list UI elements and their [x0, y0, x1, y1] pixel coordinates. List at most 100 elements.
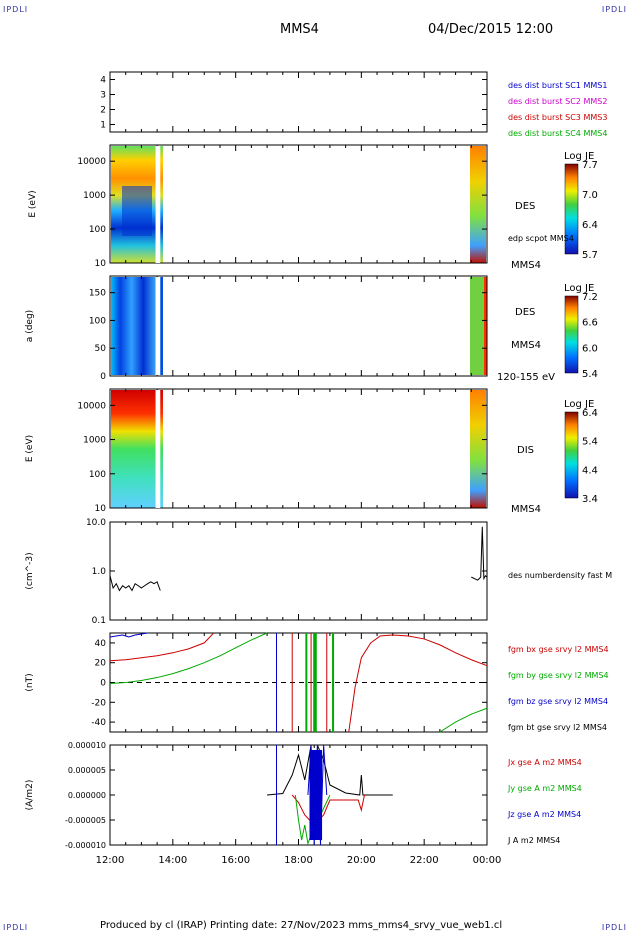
panel-label-main: DES [515, 201, 535, 212]
series-line [267, 744, 393, 796]
data-gap [155, 390, 161, 508]
x-tick-label: 14:00 [158, 855, 187, 866]
series-line [439, 707, 488, 733]
y-axis-label: (cm^-3) [25, 552, 35, 589]
y-tick-label: 3 [100, 91, 106, 101]
legend-entry: fgm bt gse srvy l2 MMS4 [508, 723, 607, 732]
data-gap [155, 146, 161, 263]
series-line [109, 632, 148, 638]
y-tick-label: 1.0 [92, 567, 107, 577]
y-tick-label: 150 [89, 289, 106, 299]
y-axis-label: (nT) [25, 673, 35, 691]
legend-entry: fgm bx gse srvy l2 MMS4 [508, 645, 609, 654]
header-datetime: 04/Dec/2015 12:00 [428, 22, 554, 37]
y-axis-label: E (eV) [25, 435, 35, 462]
series-line [109, 632, 215, 662]
dis-energy-spectrogram [111, 390, 486, 508]
colorbar-title: Log JE [564, 151, 594, 162]
colorbar-tick-label: 7.0 [582, 190, 598, 201]
panel-label-sub: MMS4 [511, 340, 541, 351]
series-line [291, 794, 365, 826]
panel-frame-3 [109, 275, 488, 377]
y-tick-label: 1000 [83, 436, 106, 446]
x-tick-label: 18:00 [284, 855, 313, 866]
colorbar-tick-label: 5.7 [582, 250, 598, 261]
series-line [348, 634, 488, 733]
x-tick-label: 00:00 [473, 855, 502, 866]
header-spacecraft: MMS4 [280, 22, 319, 37]
panel-label-main: DES [515, 307, 535, 318]
y-tick-label: 2 [100, 106, 106, 116]
colorbar-tick-label: 4.4 [582, 465, 598, 476]
x-tick-label: 20:00 [347, 855, 376, 866]
colorbar [564, 295, 579, 374]
colorbar-tick-label: 6.4 [582, 220, 598, 231]
series-line [109, 575, 161, 592]
y-tick-label: 1 [100, 121, 106, 131]
y-tick-label: 100 [89, 316, 106, 326]
legend-entry: des dist burst SC3 MMS3 [508, 113, 607, 122]
colorbar-tick-label: 5.4 [582, 437, 598, 448]
legend-entry: J A m2 MMS4 [507, 836, 560, 845]
y-tick-label: 4 [100, 76, 106, 86]
footer-text: Produced by cl (IRAP) Printing date: 27/… [100, 920, 503, 931]
x-tick-label: 22:00 [410, 855, 439, 866]
panel-frame-7 [109, 744, 488, 846]
y-axis-label: (A/m2) [25, 780, 35, 811]
y-tick-label: 10000 [77, 401, 106, 411]
legend-entry: des dist burst SC1 MMS1 [508, 81, 607, 90]
panel-frame-5 [109, 521, 488, 621]
panel-frame-4 [109, 388, 488, 509]
y-tick-label: 100 [89, 225, 106, 235]
y-axis-label: a (deg) [25, 310, 35, 342]
series-line [307, 744, 328, 846]
corner-mark-bottom-left: IPDLI [3, 923, 29, 932]
panel-label-main: DIS [517, 445, 534, 456]
series-line [471, 526, 488, 581]
y-tick-label: 0.000005 [68, 766, 106, 775]
legend-entry: fgm bz gse srvy l2 MMS4 [508, 697, 608, 706]
legend-entry: Jx gse A m2 MMS4 [507, 758, 582, 767]
colorbar-tick-label: 7.7 [582, 160, 598, 171]
y-tick-label: 0.000000 [68, 791, 106, 800]
y-tick-label: 0 [100, 372, 106, 382]
legend-entry: fgm by gse srvy l2 MMS4 [508, 671, 609, 680]
colorbar-tick-label: 7.2 [582, 292, 598, 303]
y-tick-label: -0.000005 [65, 816, 106, 825]
colorbar-tick-label: 6.6 [582, 318, 598, 329]
legend-entry: Jz gse A m2 MMS4 [507, 810, 581, 819]
y-axis-label: E (eV) [28, 190, 38, 217]
y-tick-label: 20 [95, 659, 107, 669]
corner-mark-top-left: IPDLI [3, 5, 29, 14]
panel-frame-1 [109, 71, 488, 133]
colorbar-tick-label: 6.0 [582, 343, 598, 354]
panel-label-bottom: MMS4 [511, 260, 541, 271]
colorbar-tick-label: 3.4 [582, 494, 598, 505]
des-energy-spectrogram [111, 146, 486, 263]
y-tick-label: 10 [95, 504, 107, 514]
colorbar-tick-label: 5.4 [582, 369, 598, 380]
x-tick-label: 12:00 [96, 855, 125, 866]
legend-entry: des numberdensity fast M [508, 571, 612, 580]
des-pitch-angle-spectrogram [111, 277, 487, 375]
panel-frame-2 [109, 144, 488, 264]
corner-mark-bottom-right: IPDLI [601, 923, 627, 932]
legend-entry: des dist burst SC4 MMS4 [508, 129, 607, 138]
panel-label-sub: edp scpot MMS4 [508, 234, 574, 243]
y-tick-label: 1000 [83, 191, 106, 201]
colorbar-tick-label: 6.4 [582, 408, 598, 419]
data-gap [155, 277, 161, 375]
y-tick-label: 10000 [77, 157, 106, 167]
colorbar [564, 163, 579, 255]
corner-mark-top-right: IPDLI [601, 5, 627, 14]
current-burst [309, 750, 323, 840]
y-tick-label: -0.000010 [65, 841, 106, 850]
y-tick-label: 0.000010 [68, 741, 106, 750]
y-tick-label: 40 [95, 639, 107, 649]
y-tick-label: -20 [91, 698, 106, 708]
y-tick-label: 10 [95, 259, 107, 269]
panel-label-bottom: 120-155 eV [497, 372, 555, 383]
y-tick-label: 10.0 [86, 518, 106, 528]
colorbar-title: Log JE [564, 283, 594, 294]
